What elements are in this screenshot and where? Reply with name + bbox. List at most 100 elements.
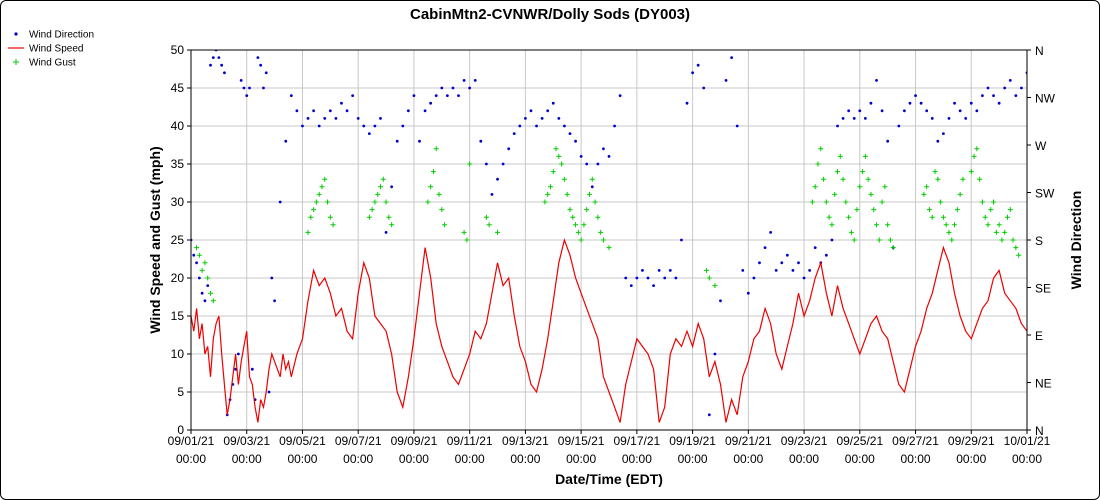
direction-point — [529, 109, 533, 113]
direction-point — [200, 291, 204, 295]
direction-point — [919, 101, 923, 105]
direction-point — [496, 177, 499, 181]
gust-point — [553, 146, 559, 152]
direction-point — [484, 162, 488, 166]
direction-point — [724, 79, 728, 82]
y-tick-label: 25 — [171, 233, 185, 247]
gust-point — [389, 222, 395, 228]
direction-point — [914, 94, 917, 97]
x-tick-label-time: 00:00 — [956, 452, 986, 466]
direction-point — [192, 253, 196, 257]
gust-point — [818, 146, 824, 152]
direction-point — [981, 94, 984, 97]
direction-point — [958, 109, 962, 113]
gust-point — [979, 199, 985, 205]
gust-point — [835, 169, 841, 175]
y-tick-label: 20 — [171, 271, 185, 285]
direction-point — [908, 101, 912, 105]
gust-point — [874, 222, 880, 228]
gust-point — [943, 222, 949, 228]
x-tick-label-time: 00:00 — [566, 452, 596, 466]
gust-point — [1007, 207, 1013, 213]
direction-point — [964, 117, 968, 120]
direction-point — [362, 124, 366, 128]
y2-tick-label: S — [1035, 234, 1043, 248]
direction-point — [969, 101, 973, 105]
direction-point — [217, 56, 221, 59]
direction-point — [841, 117, 845, 120]
direction-point — [797, 261, 800, 265]
gust-point — [559, 161, 565, 167]
x-tick-label-date: 09/01/21 — [168, 434, 215, 448]
direction-point — [691, 71, 694, 75]
gust-point — [932, 169, 938, 175]
gust-point — [843, 199, 849, 205]
x-tick-label-time: 00:00 — [510, 452, 540, 466]
x-tick-label-time: 00:00 — [789, 452, 819, 466]
y-tick-label: 35 — [171, 157, 185, 171]
direction-point — [234, 367, 237, 371]
gust-point — [428, 184, 434, 190]
gust-point — [600, 237, 606, 243]
direction-point — [440, 86, 444, 90]
legend-label: Wind Speed — [29, 44, 83, 55]
direction-point — [568, 132, 572, 136]
gust-point — [564, 191, 570, 197]
direction-point — [869, 101, 873, 105]
direction-point — [769, 231, 773, 234]
direction-point — [629, 284, 633, 287]
gust-point — [821, 176, 827, 182]
gust-point — [993, 229, 999, 235]
x-tick-label-time: 00:00 — [455, 452, 485, 466]
gust-point — [815, 161, 821, 167]
direction-point — [468, 86, 472, 90]
direction-point — [652, 284, 655, 287]
direction-point — [328, 109, 332, 113]
direction-point — [490, 193, 494, 196]
gust-point — [890, 245, 896, 251]
x-tick-label-date: 09/15/21 — [558, 434, 605, 448]
gust-point — [954, 207, 960, 213]
direction-point — [936, 139, 940, 143]
x-tick-label-time: 00:00 — [176, 452, 206, 466]
gust-point — [985, 222, 991, 228]
gust-point — [542, 199, 548, 205]
direction-point — [248, 86, 251, 90]
y2-tick-label: E — [1035, 329, 1043, 343]
gust-point — [991, 199, 997, 205]
gust-point — [706, 275, 712, 281]
gust-point — [575, 229, 581, 235]
gust-point — [968, 169, 974, 175]
x-tick-label-time: 00:00 — [1012, 452, 1042, 466]
gust-point — [442, 222, 448, 228]
x-tick-label-date: 09/03/21 — [223, 434, 270, 448]
y2-axis-label: Wind Direction — [1068, 191, 1084, 290]
direction-point — [273, 299, 276, 303]
legend-label: Wind Gust — [29, 58, 76, 69]
gust-point — [386, 214, 392, 220]
gust-point — [826, 214, 832, 220]
gust-point — [929, 214, 935, 220]
direction-point — [657, 269, 661, 272]
direction-point — [306, 117, 310, 120]
gust-point — [871, 207, 877, 213]
x-tick-label-time: 00:00 — [678, 452, 708, 466]
x-tick-label-time: 00:00 — [399, 452, 429, 466]
gust-point — [210, 298, 216, 304]
gust-point — [322, 176, 328, 182]
gust-point — [377, 184, 383, 190]
direction-point — [551, 101, 555, 105]
gust-point — [704, 267, 710, 273]
gust-point — [483, 214, 489, 220]
wind-speed-line — [191, 237, 1027, 423]
direction-point — [607, 155, 611, 158]
direction-point — [239, 79, 243, 82]
y2-tick-label: N — [1035, 44, 1044, 58]
gust-point — [860, 169, 866, 175]
gust-point — [584, 207, 590, 213]
gust-point — [876, 237, 882, 243]
gust-point — [196, 252, 202, 258]
direction-point — [618, 94, 622, 97]
x-tick-label-date: 09/07/21 — [335, 434, 382, 448]
gust-point — [1016, 252, 1022, 258]
